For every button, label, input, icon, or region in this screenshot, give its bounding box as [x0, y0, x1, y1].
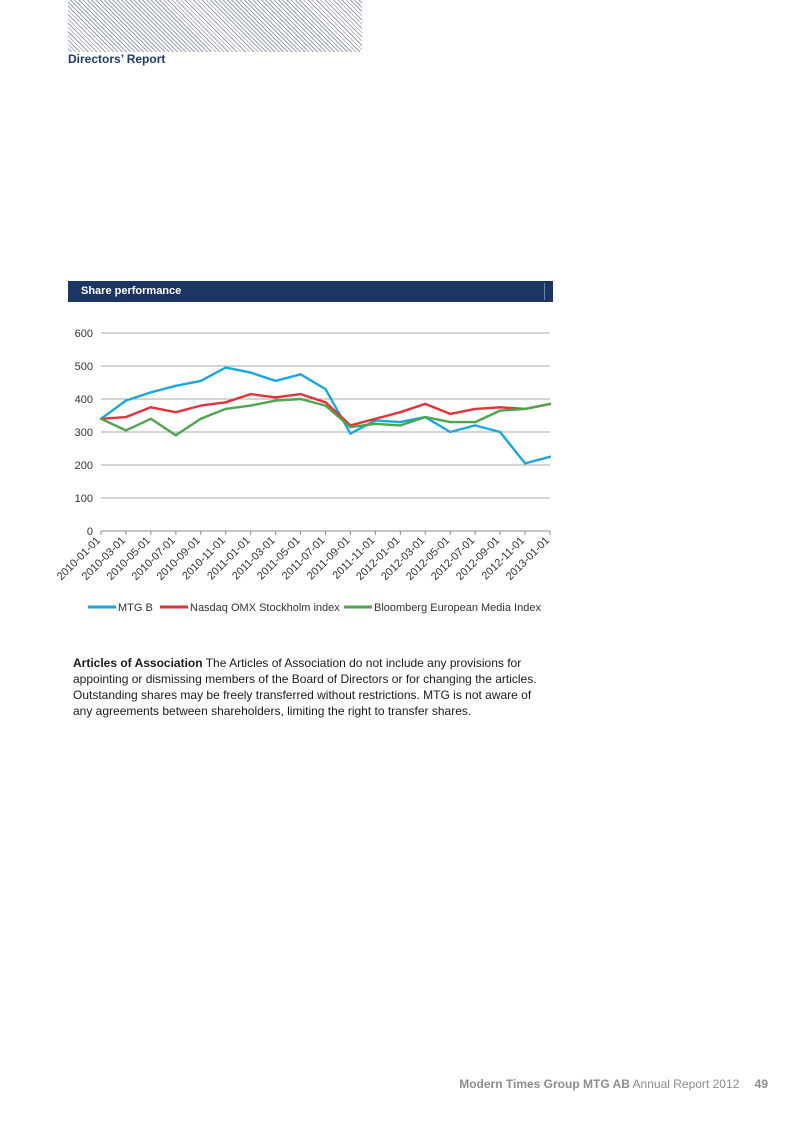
data-point: [299, 392, 302, 396]
data-point: [274, 396, 277, 399]
legend-label: MTG B: [118, 602, 153, 614]
data-point: [449, 412, 452, 416]
y-tick-label: 100: [75, 493, 93, 505]
data-point: [374, 417, 377, 420]
data-point: [124, 429, 128, 432]
data-point: [299, 373, 302, 376]
data-point: [199, 404, 202, 407]
data-point: [274, 379, 277, 383]
data-point: [523, 462, 527, 465]
series-line: [100, 366, 551, 465]
data-point: [249, 404, 252, 407]
legend-label: Bloomberg European Media Index: [374, 602, 541, 614]
chart-header-divider: [544, 283, 545, 300]
data-point: [174, 434, 178, 437]
data-point: [149, 406, 153, 409]
share-performance-chart: 01002003004005006002010-01-012010-03-012…: [55, 328, 552, 614]
data-point: [399, 420, 402, 424]
data-point: [249, 392, 252, 396]
data-point: [548, 455, 552, 458]
data-point: [224, 366, 227, 369]
data-point: [174, 384, 178, 387]
data-point: [199, 379, 202, 383]
y-tick-label: 600: [75, 328, 93, 340]
data-point: [349, 425, 352, 429]
y-tick-label: 400: [75, 394, 93, 406]
data-point: [374, 422, 377, 425]
data-point: [149, 417, 153, 420]
data-point: [498, 430, 502, 434]
data-point: [449, 420, 452, 424]
articles-heading: Articles of Association: [73, 656, 203, 670]
footer-company: Modern Times Group MTG AB: [459, 1077, 630, 1091]
legend-label: Nasdaq OMX Stockholm index: [190, 602, 340, 614]
data-point: [224, 401, 227, 404]
page-number: 49: [754, 1077, 768, 1091]
data-point: [424, 402, 427, 406]
chart-title: Share performance: [81, 285, 182, 297]
data-point: [324, 387, 327, 391]
articles-text: The Articles of Association do not inclu…: [73, 656, 537, 718]
data-point: [324, 401, 327, 404]
data-point: [249, 371, 252, 374]
data-point: [224, 407, 227, 411]
footer-report: Annual Report 2012: [632, 1077, 740, 1091]
data-point: [299, 397, 302, 401]
page-footer: Modern Times Group MTG AB Annual Report …: [459, 1077, 768, 1091]
data-point: [349, 432, 352, 435]
y-tick-label: 200: [75, 460, 93, 472]
data-point: [399, 411, 402, 414]
data-point: [473, 424, 477, 427]
data-point: [99, 417, 103, 420]
y-tick-label: 500: [75, 361, 93, 373]
data-point: [449, 430, 452, 434]
section-title: Directors’ Report: [68, 52, 166, 66]
data-point: [523, 407, 527, 411]
data-point: [149, 391, 153, 394]
data-point: [199, 417, 202, 420]
data-point: [473, 420, 477, 424]
data-point: [498, 406, 502, 409]
data-point: [473, 407, 477, 411]
data-point: [498, 409, 502, 412]
y-tick-label: 300: [75, 427, 93, 439]
data-point: [324, 404, 327, 407]
articles-paragraph: Articles of Association The Articles of …: [73, 655, 543, 719]
data-point: [124, 415, 128, 419]
header-hatch-pattern: [68, 0, 362, 52]
data-point: [399, 424, 402, 427]
chart-header-bar: Share performance: [68, 281, 553, 302]
data-point: [174, 411, 178, 414]
data-point: [424, 415, 427, 419]
y-tick-label: 0: [87, 526, 93, 538]
data-point: [274, 399, 277, 402]
data-point: [124, 399, 128, 402]
data-point: [548, 402, 552, 406]
